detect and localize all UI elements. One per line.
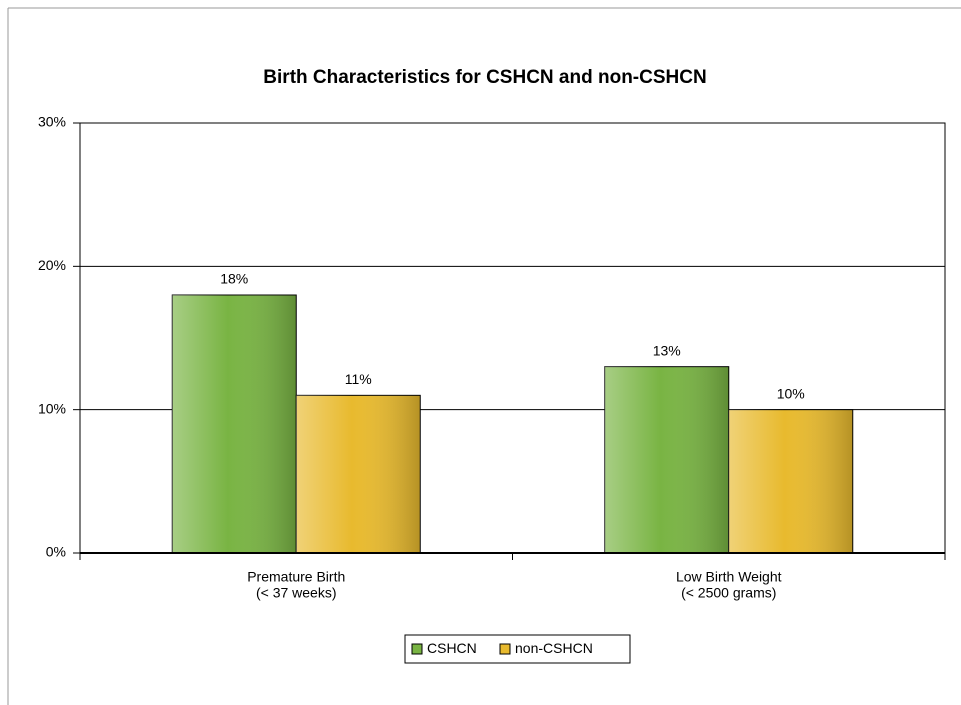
x-tick-label: (< 37 weeks) — [256, 585, 337, 601]
bar — [604, 366, 730, 554]
legend-swatch — [499, 643, 511, 655]
legend-label: CSHCN — [427, 640, 477, 656]
bar — [295, 394, 421, 554]
data-label: 18% — [220, 271, 248, 287]
x-tick-label: Low Birth Weight — [676, 569, 782, 585]
bar — [728, 409, 854, 554]
y-tick-label: 0% — [46, 544, 66, 560]
x-tick-label: (< 2500 grams) — [681, 585, 776, 601]
x-tick-label: Premature Birth — [247, 569, 345, 585]
data-label: 10% — [777, 385, 805, 401]
legend — [404, 634, 631, 664]
legend-label: non-CSHCN — [515, 640, 593, 656]
legend-swatch — [411, 643, 423, 655]
chart-title: Birth Characteristics for CSHCN and non-… — [263, 67, 706, 88]
data-label: 13% — [653, 342, 681, 358]
y-tick-label: 10% — [38, 400, 66, 416]
bar — [171, 294, 297, 554]
y-tick-label: 20% — [38, 257, 66, 273]
data-label: 11% — [345, 371, 372, 387]
y-tick-label: 30% — [38, 114, 66, 130]
